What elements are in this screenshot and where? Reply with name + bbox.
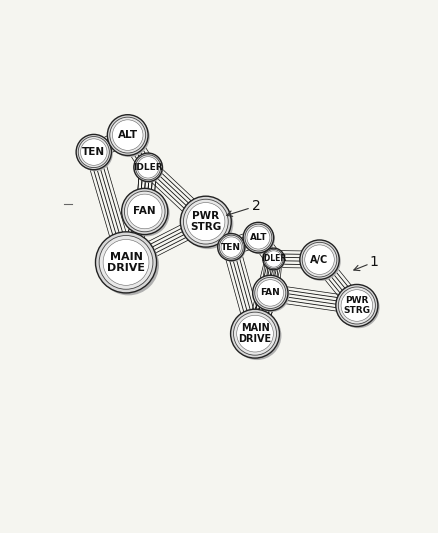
Circle shape [230,309,279,358]
Circle shape [103,239,149,285]
Circle shape [264,249,283,269]
Circle shape [187,203,225,241]
Circle shape [76,134,111,169]
Text: PWR
STRG: PWR STRG [190,211,222,232]
Circle shape [301,241,341,281]
Circle shape [254,277,290,312]
Circle shape [305,245,334,274]
Circle shape [302,243,337,277]
Circle shape [263,248,285,270]
Text: 2: 2 [252,199,261,213]
Text: FAN: FAN [134,206,156,216]
Circle shape [107,115,148,156]
Circle shape [233,311,282,360]
Circle shape [300,240,339,279]
Circle shape [237,316,273,352]
Circle shape [265,251,282,267]
Text: A/C: A/C [311,255,328,265]
Text: MAIN
DRIVE: MAIN DRIVE [238,323,272,344]
Circle shape [110,117,146,153]
Text: PWR
STRG: PWR STRG [343,296,371,315]
Text: ALT: ALT [250,233,267,242]
Circle shape [122,188,168,235]
Circle shape [134,153,162,182]
Circle shape [180,196,231,247]
Circle shape [78,136,110,167]
Circle shape [135,155,161,180]
Text: IDLER: IDLER [261,254,286,263]
Circle shape [182,198,233,249]
Text: TEN: TEN [82,147,106,157]
Circle shape [219,235,246,262]
Circle shape [78,136,113,171]
Circle shape [243,222,274,253]
Text: 1: 1 [369,255,378,269]
Circle shape [244,223,275,254]
Circle shape [255,277,286,309]
Circle shape [138,157,159,178]
Circle shape [98,235,159,295]
Circle shape [264,249,286,271]
Circle shape [113,120,143,150]
Circle shape [257,280,283,306]
Circle shape [218,233,245,261]
Circle shape [221,237,241,257]
Text: FAN: FAN [261,288,280,297]
Circle shape [338,287,375,324]
Circle shape [109,116,150,157]
Circle shape [253,275,288,311]
Circle shape [247,226,270,249]
Circle shape [245,224,272,251]
Circle shape [99,236,153,289]
Circle shape [341,290,373,321]
Text: MAIN
DRIVE: MAIN DRIVE [107,252,145,273]
Circle shape [127,194,162,229]
Circle shape [336,285,378,327]
Circle shape [124,190,170,237]
Circle shape [219,235,243,259]
Circle shape [184,199,228,244]
Circle shape [81,139,107,165]
Text: ALT: ALT [118,130,138,140]
Circle shape [338,286,380,328]
Text: IDLER: IDLER [133,163,163,172]
Circle shape [124,191,165,232]
Circle shape [95,232,156,293]
Circle shape [233,312,276,355]
Circle shape [135,154,163,183]
Text: TEN: TEN [221,243,241,252]
